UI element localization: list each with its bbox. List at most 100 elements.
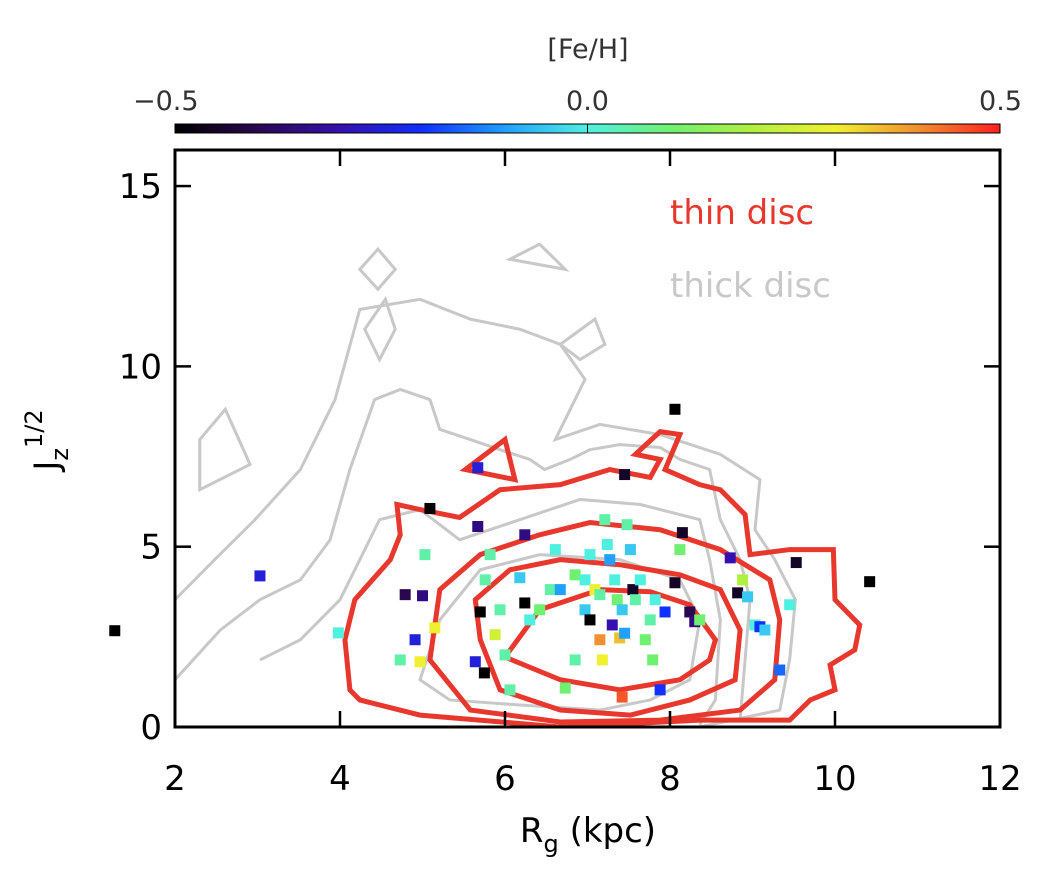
data-point — [676, 527, 688, 539]
thick-disc-contour — [198, 406, 253, 493]
data-point — [674, 544, 686, 556]
data-point — [654, 684, 666, 696]
legend-entry: thin disc — [670, 193, 814, 233]
data-point — [742, 591, 754, 603]
x-tick-label: 12 — [978, 759, 1021, 799]
data-point — [616, 604, 628, 616]
data-point — [414, 656, 426, 668]
data-point — [644, 614, 656, 626]
colorbar-label: [Fe/H] — [547, 34, 628, 65]
data-point — [514, 572, 526, 584]
data-point — [479, 574, 491, 586]
y-label-sub: z — [46, 448, 74, 461]
thick-disc-contour — [259, 497, 722, 726]
data-point — [669, 403, 681, 415]
data-point — [399, 589, 411, 601]
thick-disc-contour — [363, 295, 397, 363]
y-tick-label: 10 — [119, 347, 162, 387]
data-point — [534, 604, 546, 616]
data-point — [424, 502, 436, 514]
data-point — [784, 599, 796, 611]
data-point — [634, 574, 646, 586]
data-point — [478, 667, 490, 679]
data-point — [569, 569, 581, 581]
x-label-sub: g — [544, 830, 559, 858]
y-tick-label: 0 — [140, 708, 162, 748]
x-tick-label: 10 — [813, 759, 856, 799]
data-point — [647, 654, 659, 666]
data-point — [609, 574, 621, 586]
data-point — [732, 587, 744, 599]
data-point — [724, 552, 736, 564]
data-point — [619, 469, 631, 481]
y-label-sup: 1/2 — [20, 409, 48, 448]
x-tick-label: 2 — [164, 759, 186, 799]
data-point — [737, 574, 749, 586]
data-point — [484, 549, 496, 561]
data-point — [621, 519, 633, 531]
data-point — [409, 634, 421, 646]
colorbar-tick-label: 0.5 — [979, 86, 1022, 117]
data-point — [659, 606, 671, 618]
y-tick-label: 15 — [119, 167, 162, 207]
data-point — [579, 604, 591, 616]
thin-disc-contour — [501, 587, 719, 693]
data-point — [499, 649, 511, 661]
data-point — [559, 682, 571, 694]
thin-disc-contour — [459, 435, 519, 483]
y-label-base: J — [27, 461, 67, 473]
thin-disc-contour — [342, 429, 863, 727]
data-point — [669, 577, 681, 589]
data-point — [494, 604, 506, 616]
data-point — [596, 654, 608, 666]
data-point — [599, 514, 611, 526]
data-point — [504, 684, 516, 696]
thick-disc-contour — [505, 242, 570, 272]
contours — [175, 242, 863, 727]
points — [109, 403, 876, 703]
data-point — [469, 656, 481, 668]
data-point — [759, 624, 771, 636]
data-point — [649, 594, 661, 606]
data-point — [472, 462, 484, 474]
data-point — [579, 574, 591, 586]
x-axis-label: Rg (kpc) — [520, 811, 656, 858]
thin-disc-contour — [427, 519, 783, 725]
data-point — [109, 625, 121, 637]
data-point — [694, 614, 706, 626]
data-point — [584, 614, 596, 626]
data-point — [474, 606, 486, 618]
thick-disc-contour — [175, 297, 797, 727]
x-tick-label: 4 — [329, 759, 351, 799]
data-point — [627, 584, 639, 596]
data-point — [684, 606, 696, 618]
x-tick-label: 6 — [494, 759, 516, 799]
data-point — [254, 570, 266, 582]
data-point — [417, 590, 428, 602]
data-point — [790, 557, 802, 569]
data-point — [472, 520, 484, 532]
thin-disc-contour — [472, 557, 743, 718]
data-point — [554, 584, 566, 596]
data-point — [606, 619, 618, 631]
data-point — [611, 594, 623, 606]
data-point — [774, 664, 786, 676]
thick-disc-contour — [175, 387, 752, 721]
data-point — [864, 576, 876, 588]
data-point — [639, 634, 651, 646]
thick-disc-contour — [357, 246, 398, 292]
data-point — [569, 654, 581, 666]
data-point — [519, 597, 531, 609]
data-point — [549, 544, 561, 556]
y-axis-label: Jz1/2 — [20, 409, 74, 472]
data-point — [419, 549, 431, 561]
data-point — [624, 544, 636, 556]
data-point — [332, 627, 344, 639]
data-point — [619, 627, 631, 639]
data-point — [601, 539, 613, 551]
x-label-base: R — [520, 811, 544, 851]
legend-entry: thick disc — [670, 266, 831, 306]
data-point — [429, 622, 441, 634]
data-point — [489, 629, 501, 641]
